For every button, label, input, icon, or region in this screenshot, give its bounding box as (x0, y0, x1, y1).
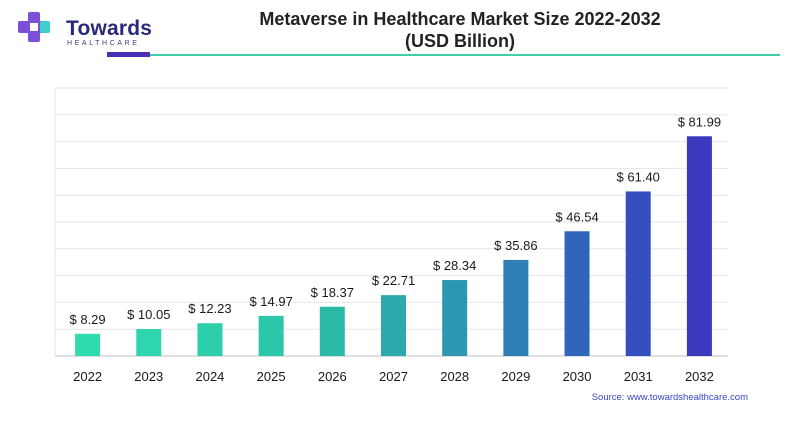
x-tick-2031: 2031 (624, 369, 653, 384)
data-label-2026: $ 18.37 (311, 285, 354, 300)
data-label-2027: $ 22.71 (372, 273, 415, 288)
x-tick-2024: 2024 (195, 369, 224, 384)
x-tick-2023: 2023 (134, 369, 163, 384)
source-note: Source: www.towardshealthcare.com (591, 392, 748, 403)
data-label-2025: $ 14.97 (249, 294, 292, 309)
x-tick-2022: 2022 (73, 369, 102, 384)
chart-subtitle: (USD Billion) (405, 31, 515, 51)
brand-name: Towards (66, 17, 153, 40)
bar-2032 (686, 136, 712, 356)
bar-2028 (442, 280, 468, 356)
data-label-2030: $ 46.54 (555, 209, 598, 224)
bar-2024 (197, 323, 223, 356)
bar-2022 (75, 333, 101, 356)
bar-2029 (503, 259, 529, 356)
header-accent-bar (107, 52, 150, 57)
bar-2030 (564, 231, 590, 356)
x-tick-2027: 2027 (379, 369, 408, 384)
data-label-2029: $ 35.86 (494, 238, 537, 253)
x-tick-2028: 2028 (440, 369, 469, 384)
x-tick-2030: 2030 (563, 369, 592, 384)
bar-2023 (136, 329, 162, 356)
cross-logo-icon (18, 12, 50, 42)
brand-logo: Towards HEALTHCARE (16, 10, 166, 47)
bar-2026 (319, 306, 345, 356)
bar-2031 (625, 191, 651, 356)
data-label-2024: $ 12.23 (188, 301, 231, 316)
data-label-2028: $ 28.34 (433, 258, 476, 273)
data-label-2031: $ 61.40 (617, 169, 660, 184)
bars (75, 136, 712, 356)
data-label-2023: $ 10.05 (127, 307, 170, 322)
chart-title: Metaverse in Healthcare Market Size 2022… (259, 9, 661, 29)
x-tick-2025: 2025 (257, 369, 286, 384)
x-tick-2029: 2029 (501, 369, 530, 384)
x-tick-2026: 2026 (318, 369, 347, 384)
data-labels: $ 8.29 $ 10.05 $ 12.23 $ 14.97 $ 18.37 $ 22.7… (70, 114, 722, 327)
x-tick-2032: 2032 (685, 369, 714, 384)
x-tick-labels: 2022 2023 2024 2025 2026 2027 2028 2029 2030 2031… (73, 369, 714, 384)
bar-2025 (258, 315, 284, 356)
chart-title-block: Metaverse in Healthcare Market Size 2022… (180, 8, 740, 52)
bar-2027 (381, 295, 406, 356)
data-label-2032: $ 81.99 (678, 114, 721, 129)
header-divider (150, 54, 780, 56)
brand-tagline: HEALTHCARE (67, 40, 140, 47)
data-label-2022: $ 8.29 (70, 312, 106, 327)
